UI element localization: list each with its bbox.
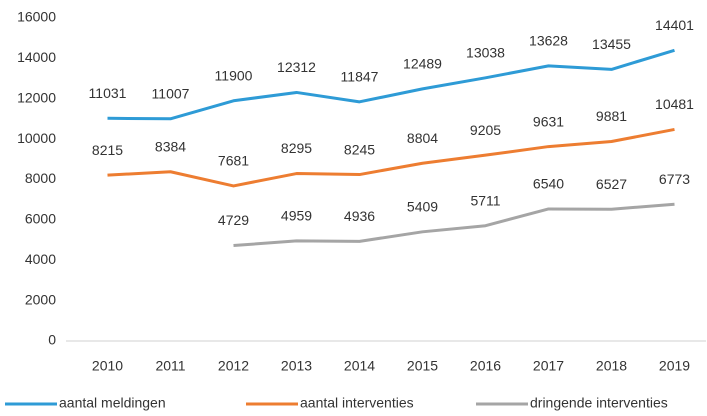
series-line xyxy=(233,202,675,248)
y-tick-label: 0 xyxy=(48,332,56,348)
data-label: 5711 xyxy=(470,192,500,208)
x-tick-label: 2015 xyxy=(407,358,438,374)
data-label: 13038 xyxy=(466,44,505,60)
data-label: 11007 xyxy=(152,85,190,101)
data-label: 4936 xyxy=(344,208,375,224)
data-label: 9881 xyxy=(596,108,627,124)
data-label: 11847 xyxy=(341,69,379,85)
data-label: 6540 xyxy=(533,176,564,192)
data-label: 4729 xyxy=(218,212,249,228)
x-tick-label: 2012 xyxy=(218,358,249,374)
data-label: 10481 xyxy=(655,96,694,112)
y-tick-label: 10000 xyxy=(17,130,56,146)
data-label: 4959 xyxy=(281,208,312,224)
y-tick-label: 8000 xyxy=(25,170,56,186)
data-label: 7681 xyxy=(218,153,249,169)
legend-label: aantal interventies xyxy=(300,395,414,411)
data-label: 8295 xyxy=(281,140,312,156)
data-label: 11900 xyxy=(215,67,253,83)
series-line xyxy=(107,127,675,188)
series-line xyxy=(107,48,675,121)
legend-label: aantal meldingen xyxy=(59,395,166,411)
legend-label: dringende interventies xyxy=(530,395,668,411)
y-tick-label: 12000 xyxy=(17,89,56,105)
data-label: 12312 xyxy=(277,59,316,75)
data-label: 6527 xyxy=(596,176,627,192)
y-tick-label: 4000 xyxy=(25,251,56,267)
x-tick-label: 2014 xyxy=(344,358,375,374)
data-label: 8245 xyxy=(344,141,375,157)
data-label: 5409 xyxy=(407,199,438,215)
y-tick-label: 2000 xyxy=(25,291,56,307)
data-label: 9631 xyxy=(533,113,564,129)
x-tick-label: 2018 xyxy=(596,358,627,374)
data-label: 12489 xyxy=(403,56,442,72)
data-label: 8215 xyxy=(92,142,123,158)
y-tick-label: 6000 xyxy=(25,211,56,227)
x-tick-label: 2016 xyxy=(470,358,501,374)
data-label: 6773 xyxy=(659,171,690,187)
data-label: 13455 xyxy=(592,36,631,52)
x-tick-label: 2011 xyxy=(155,358,185,374)
data-label: 13628 xyxy=(529,33,568,49)
x-tick-label: 2010 xyxy=(92,358,123,374)
x-tick-label: 2019 xyxy=(659,358,690,374)
data-label: 8804 xyxy=(407,130,438,146)
data-label: 9205 xyxy=(470,122,501,138)
y-tick-label: 14000 xyxy=(17,49,56,65)
x-tick-label: 2013 xyxy=(281,358,312,374)
data-label: 14401 xyxy=(655,17,694,33)
data-label: 8384 xyxy=(155,138,186,154)
data-label: 11031 xyxy=(89,85,127,101)
x-tick-label: 2017 xyxy=(533,358,564,374)
y-tick-label: 16000 xyxy=(17,9,56,25)
